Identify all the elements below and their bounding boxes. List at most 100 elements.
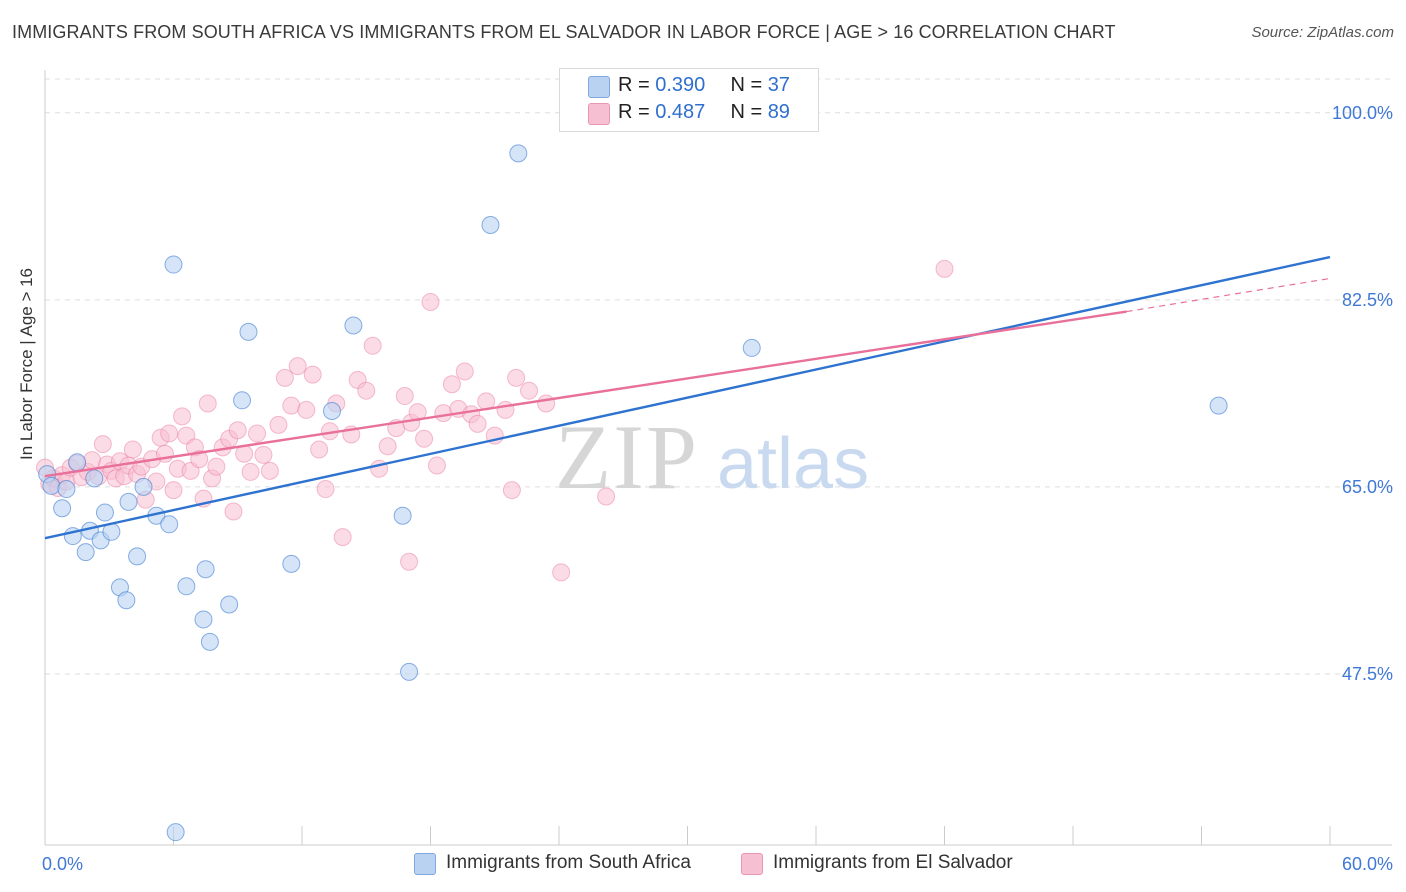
- data-point-el-salvador: [507, 368, 526, 387]
- data-point-el-salvador: [207, 457, 226, 476]
- data-point-el-salvador: [310, 440, 329, 459]
- data-point-south-africa: [322, 402, 341, 420]
- x-tick-labels: 0.0% 60.0%: [42, 854, 1393, 874]
- data-point-el-salvador: [520, 381, 539, 400]
- data-point-south-africa: [200, 632, 219, 651]
- data-point-el-salvador: [442, 375, 461, 394]
- data-point-el-salvador: [269, 415, 288, 434]
- legend-n-value-blue: 37: [767, 74, 790, 96]
- data-point-el-salvador: [123, 440, 142, 459]
- source-label: Source: ZipAtlas.com: [1251, 24, 1394, 41]
- data-point-south-africa: [344, 316, 363, 335]
- data-point-el-salvador: [190, 450, 209, 469]
- data-point-south-africa: [128, 547, 147, 566]
- legend-n-label: N =: [730, 101, 763, 123]
- legend-r-value-blue: 0.390: [655, 74, 706, 96]
- data-point-south-africa: [117, 591, 136, 610]
- data-point-el-salvador: [181, 461, 200, 480]
- data-point-el-salvador: [224, 502, 243, 521]
- data-point-el-salvador: [164, 481, 183, 500]
- data-point-el-salvador: [260, 461, 279, 480]
- grid-lines: [45, 78, 1392, 675]
- legend-r-label: R =: [618, 74, 650, 96]
- data-point-el-salvador: [173, 407, 192, 426]
- data-point-el-salvador: [537, 394, 556, 413]
- data-point-south-africa: [196, 560, 215, 579]
- legend-r-label: R =: [618, 101, 650, 123]
- x-tick-label-min: 0.0%: [42, 854, 83, 874]
- data-point-el-salvador: [357, 381, 376, 400]
- data-point-el-salvador: [468, 414, 487, 433]
- bottom-legend-swatch-blue: [414, 853, 436, 875]
- data-point-el-salvador: [395, 387, 414, 406]
- data-point-south-africa: [400, 662, 419, 681]
- data-point-el-salvador: [427, 456, 446, 475]
- data-point-south-africa: [76, 543, 95, 562]
- data-point-south-africa: [481, 216, 500, 234]
- data-point-el-salvador: [160, 424, 179, 443]
- data-point-south-africa: [393, 506, 412, 525]
- data-point-el-salvador: [496, 400, 515, 419]
- data-point-south-africa: [1209, 396, 1228, 415]
- data-point-el-salvador: [552, 563, 571, 582]
- legend-n-label: N =: [730, 74, 763, 96]
- y-tick-label: 82.5%: [1342, 290, 1393, 310]
- chart-title: IMMIGRANTS FROM SOUTH AFRICA VS IMMIGRAN…: [12, 22, 1116, 42]
- y-tick-label: 47.5%: [1342, 664, 1393, 684]
- data-point-south-africa: [57, 480, 76, 499]
- correlation-legend: R = 0.390 N = 37 R = 0.487 N = 89: [559, 68, 819, 132]
- data-point-el-salvador: [415, 429, 434, 448]
- data-point-el-salvador: [198, 394, 217, 413]
- data-point-el-salvador: [421, 292, 440, 311]
- data-point-el-salvador: [363, 336, 382, 355]
- data-point-el-salvador: [288, 357, 307, 376]
- axes: [44, 70, 1392, 846]
- bottom-legend-label-south-africa: Immigrants from South Africa: [446, 852, 691, 873]
- data-point-south-africa: [239, 322, 258, 341]
- trendline-south-africa: [44, 255, 1331, 540]
- data-point-south-africa: [194, 610, 213, 629]
- data-point-south-africa: [134, 477, 153, 496]
- data-point-el-salvador: [316, 480, 335, 499]
- data-point-south-africa: [282, 554, 301, 573]
- data-point-south-africa: [160, 515, 179, 534]
- data-point-south-africa: [742, 338, 761, 357]
- y-tick-label: 65.0%: [1342, 477, 1393, 497]
- data-point-el-salvador: [297, 400, 316, 419]
- data-point-el-salvador: [93, 435, 112, 454]
- data-point-el-salvador: [83, 451, 102, 470]
- legend-swatch-blue: [588, 76, 610, 98]
- data-point-south-africa: [42, 476, 61, 495]
- data-point-el-salvador: [228, 421, 247, 440]
- data-point-el-salvador: [248, 424, 267, 443]
- data-point-el-salvador: [254, 445, 273, 464]
- data-point-south-africa: [53, 499, 72, 518]
- y-tick-label: 100.0%: [1332, 103, 1393, 123]
- data-point-el-salvador: [303, 365, 322, 384]
- data-point-south-africa: [177, 577, 196, 596]
- data-point-el-salvador: [282, 396, 301, 415]
- data-point-el-salvador: [333, 528, 352, 547]
- trendlines: [44, 255, 1331, 540]
- trendline-el-salvador: [44, 310, 1127, 478]
- bottom-legend-swatch-pink: [741, 853, 763, 875]
- data-point-el-salvador: [935, 259, 954, 278]
- data-point-el-salvador: [177, 426, 196, 445]
- data-point-south-africa: [68, 453, 87, 472]
- bottom-legend-label-el-salvador: Immigrants from El Salvador: [773, 852, 1013, 873]
- data-point-south-africa: [509, 144, 528, 163]
- trendline-el-salvador: [1126, 277, 1331, 313]
- data-point-el-salvador: [455, 362, 474, 381]
- data-point-south-africa: [95, 503, 114, 522]
- data-point-south-africa: [119, 492, 138, 511]
- data-point-south-africa: [233, 391, 252, 410]
- legend-r-value-pink: 0.487: [655, 101, 706, 123]
- data-point-south-africa: [166, 823, 185, 842]
- watermark-zip: ZIP: [555, 406, 699, 508]
- legend-swatch-pink: [588, 103, 610, 125]
- data-point-el-salvador: [434, 404, 453, 423]
- y-axis-label: In Labor Force | Age > 16: [17, 267, 36, 460]
- data-point-el-salvador: [502, 481, 521, 500]
- data-point-el-salvador: [275, 368, 294, 387]
